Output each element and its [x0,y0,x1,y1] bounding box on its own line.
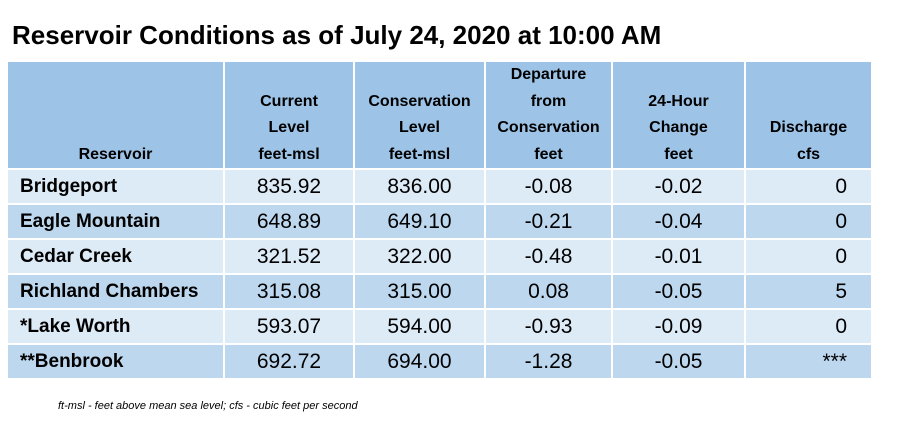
conservation-level: 649.10 [354,204,486,240]
discharge: 5 [745,274,871,310]
reservoir-name: Eagle Mountain [8,204,225,240]
reservoir-name: *Lake Worth [8,309,225,345]
table-row: Cedar Creek 321.52 322.00 -0.48 -0.01 0 [8,239,871,275]
change-24h: -0.04 [612,204,746,240]
table-row: Richland Chambers 315.08 315.00 0.08 -0.… [8,274,871,310]
discharge: 0 [745,204,871,240]
current-level: 648.89 [224,204,355,240]
departure: -0.21 [485,204,613,240]
header-discharge: Discharge cfs [745,62,871,170]
header-departure: Departure from Conservation feet [485,62,613,170]
table-row: Bridgeport 835.92 836.00 -0.08 -0.02 0 [8,169,871,205]
departure: -0.93 [485,309,613,345]
discharge: 0 [745,239,871,275]
table-row: *Lake Worth 593.07 594.00 -0.93 -0.09 0 [8,309,871,345]
conservation-level: 836.00 [354,169,486,205]
discharge: 0 [745,169,871,205]
conservation-level: 594.00 [354,309,486,345]
reservoir-table: Reservoir Current Level feet-msl Conserv… [8,62,871,380]
discharge: *** [745,344,871,380]
reservoir-name: **Benbrook [8,344,225,380]
table-row: **Benbrook 692.72 694.00 -1.28 -0.05 *** [8,344,871,380]
change-24h: -0.09 [612,309,746,345]
footnote: ft-msl - feet above mean sea level; cfs … [58,400,358,412]
change-24h: -0.02 [612,169,746,205]
current-level: 835.92 [224,169,355,205]
header-row: Reservoir Current Level feet-msl Conserv… [8,62,871,170]
page-title: Reservoir Conditions as of July 24, 2020… [12,20,662,50]
departure: -1.28 [485,344,613,380]
departure: 0.08 [485,274,613,310]
header-conservation-level: Conservation Level feet-msl [354,62,486,170]
departure: -0.08 [485,169,613,205]
header-reservoir: Reservoir [8,62,225,170]
current-level: 692.72 [224,344,355,380]
change-24h: -0.05 [612,344,746,380]
departure: -0.48 [485,239,613,275]
change-24h: -0.01 [612,239,746,275]
header-current-level: Current Level feet-msl [224,62,355,170]
change-24h: -0.05 [612,274,746,310]
table-row: Eagle Mountain 648.89 649.10 -0.21 -0.04… [8,204,871,240]
header-24-hour-change: 24-Hour Change feet [612,62,746,170]
conservation-level: 694.00 [354,344,486,380]
current-level: 321.52 [224,239,355,275]
reservoir-name: Bridgeport [8,169,225,205]
reservoir-name: Cedar Creek [8,239,225,275]
discharge: 0 [745,309,871,345]
current-level: 315.08 [224,274,355,310]
current-level: 593.07 [224,309,355,345]
reservoir-name: Richland Chambers [8,274,225,310]
conservation-level: 322.00 [354,239,486,275]
conservation-level: 315.00 [354,274,486,310]
